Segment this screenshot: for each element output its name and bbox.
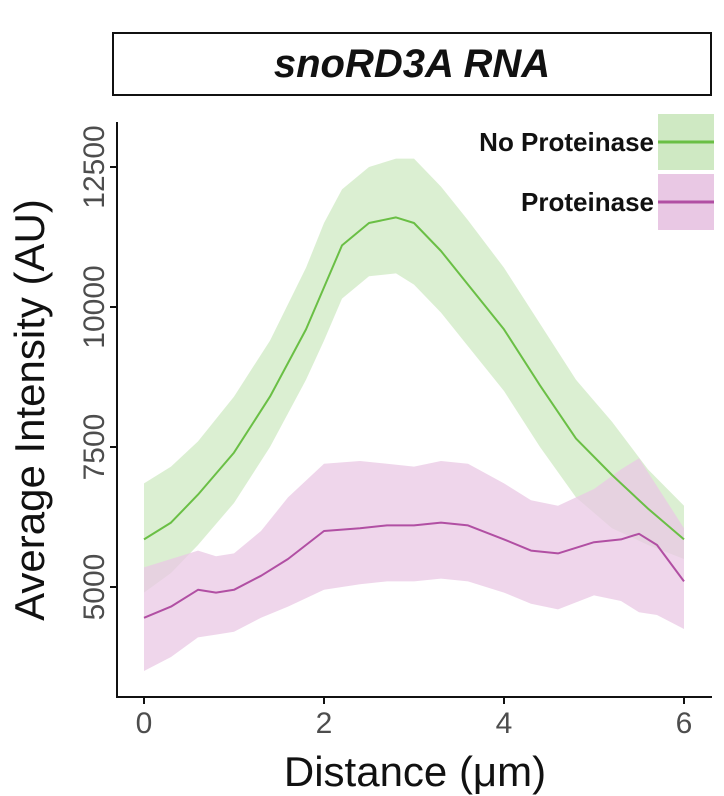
y-tick-label: 5000 xyxy=(78,554,111,621)
y-tick-label: 10000 xyxy=(78,265,111,348)
x-tick-label: 4 xyxy=(496,707,513,740)
y-tick-label: 7500 xyxy=(78,414,111,481)
legend-item-proteinase: Proteinase xyxy=(521,174,714,230)
chart-title: snoRD3A RNA xyxy=(273,41,551,86)
legend-item-no-proteinase: No Proteinase xyxy=(479,114,714,170)
line-proteinase xyxy=(143,521,685,619)
axis-ticks: 0 2 4 6 5000 7500 10000 12500 xyxy=(78,125,692,740)
x-tick-label: 0 xyxy=(136,707,153,740)
y-tick-label: 12500 xyxy=(78,125,111,208)
series-lines xyxy=(143,216,685,619)
legend: No Proteinase Proteinase xyxy=(479,114,714,230)
legend-label-proteinase: Proteinase xyxy=(521,187,654,217)
band-proteinase xyxy=(144,458,684,671)
x-axis-title: Distance (μm) xyxy=(284,748,546,795)
legend-label-no-proteinase: No Proteinase xyxy=(479,127,654,157)
x-tick-label: 6 xyxy=(676,707,693,740)
band-no-proteinase xyxy=(144,158,684,593)
x-tick-label: 2 xyxy=(316,707,333,740)
confidence-bands xyxy=(144,158,684,671)
chart-title-box: snoRD3A RNA xyxy=(112,32,712,96)
y-axis-title: Average Intensity (AU) xyxy=(6,199,53,621)
line-no-proteinase xyxy=(143,216,685,541)
